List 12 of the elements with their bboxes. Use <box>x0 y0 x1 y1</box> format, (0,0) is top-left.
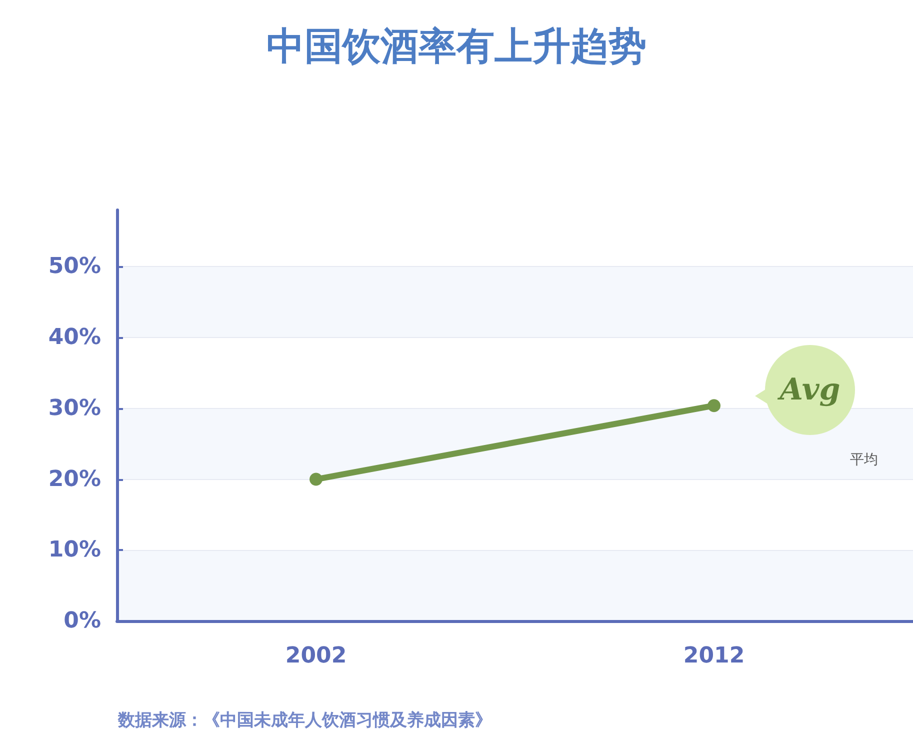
y-tick-label: 50% <box>48 254 101 280</box>
text: 平均 <box>850 452 878 468</box>
source-note: 数据来源：《中国未成年人饮酒习惯及养成因素》 <box>117 710 492 730</box>
x-tick-label: 2012 <box>683 644 745 668</box>
y-tick-label: 40% <box>48 325 101 350</box>
x-tick-label: 2002 <box>285 644 347 668</box>
y-tick-label: 10% <box>48 538 101 563</box>
y-tick-label: 0% <box>64 608 101 634</box>
y-tick-label: 20% <box>48 466 101 492</box>
chart-title: 中国饮酒率有上升趋势 <box>266 24 646 68</box>
y-tick-label: 30% <box>48 396 101 421</box>
annotation: Avg <box>776 372 840 408</box>
